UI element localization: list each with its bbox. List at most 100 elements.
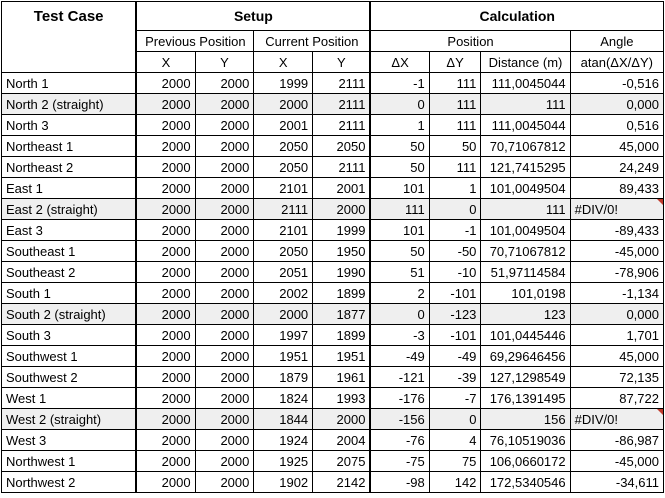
angle-cell[interactable]: -86,987 (569, 429, 665, 451)
delta-y-cell[interactable]: 111 (428, 93, 482, 115)
prev-y-cell[interactable]: 2000 (194, 450, 255, 472)
atan-header[interactable]: atan(ΔX/ΔY) (569, 51, 665, 73)
distance-cell[interactable]: 111,0045044 (480, 72, 571, 94)
curr-x-cell[interactable]: 1902 (253, 471, 314, 493)
delta-y-cell[interactable]: -49 (428, 345, 482, 367)
curr-y-cell[interactable]: 1999 (312, 219, 372, 241)
delta-x-cell[interactable]: -76 (369, 429, 430, 451)
test-case-cell[interactable]: North 2 (straight) (1, 93, 138, 115)
delta-x-header[interactable]: ΔX (369, 51, 430, 73)
distance-cell[interactable]: 111 (480, 198, 571, 220)
distance-cell[interactable]: 101,0049504 (480, 219, 571, 241)
distance-cell[interactable]: 70,71067812 (480, 135, 571, 157)
distance-cell[interactable]: 51,97114584 (480, 261, 571, 283)
angle-cell[interactable]: 0,516 (569, 114, 665, 136)
angle-cell[interactable]: 89,433 (569, 177, 665, 199)
prev-x-cell[interactable]: 2000 (135, 240, 196, 262)
curr-y-cell[interactable]: 1990 (312, 261, 372, 283)
curr-y-cell[interactable]: 2142 (312, 471, 372, 493)
angle-cell[interactable]: 45,000 (569, 135, 665, 157)
delta-x-cell[interactable]: 51 (369, 261, 430, 283)
test-case-cell[interactable]: South 3 (1, 324, 138, 346)
delta-x-cell[interactable]: 1 (369, 114, 430, 136)
curr-x-cell[interactable]: 1924 (253, 429, 314, 451)
test-case-cell[interactable]: South 2 (straight) (1, 303, 138, 325)
distance-cell[interactable]: 76,10519036 (480, 429, 571, 451)
previous-position-header[interactable]: Previous Position (135, 30, 255, 52)
curr-x-cell[interactable]: 1824 (253, 387, 314, 409)
angle-header[interactable]: Angle (569, 30, 665, 52)
prev-y-cell[interactable]: 2000 (194, 219, 255, 241)
delta-x-cell[interactable]: -1 (369, 72, 430, 94)
curr-y-cell[interactable]: 1899 (312, 282, 372, 304)
test-case-cell[interactable]: Northwest 2 (1, 471, 138, 493)
test-case-cell[interactable]: Southeast 1 (1, 240, 138, 262)
curr-x-cell[interactable]: 2000 (253, 93, 314, 115)
delta-x-cell[interactable]: 111 (369, 198, 430, 220)
distance-cell[interactable]: 101,0049504 (480, 177, 571, 199)
delta-x-cell[interactable]: 0 (369, 93, 430, 115)
delta-x-cell[interactable]: 50 (369, 135, 430, 157)
distance-cell[interactable]: 101,0198 (480, 282, 571, 304)
delta-y-cell[interactable]: -50 (428, 240, 482, 262)
delta-y-header[interactable]: ΔY (428, 51, 482, 73)
delta-y-cell[interactable]: 111 (428, 156, 482, 178)
curr-y-cell[interactable]: 1951 (312, 345, 372, 367)
angle-cell[interactable]: 72,135 (569, 366, 665, 388)
prev-x-cell[interactable]: 2000 (135, 282, 196, 304)
test-case-cell[interactable]: Southwest 2 (1, 366, 138, 388)
test-case-cell[interactable]: Northwest 1 (1, 450, 138, 472)
distance-cell[interactable]: 127,1298549 (480, 366, 571, 388)
curr-x-cell[interactable]: 1844 (253, 408, 314, 430)
delta-x-cell[interactable]: 50 (369, 156, 430, 178)
delta-y-cell[interactable]: -123 (428, 303, 482, 325)
curr-x-cell[interactable]: 2050 (253, 240, 314, 262)
curr-y-cell[interactable]: 1899 (312, 324, 372, 346)
prev-x-cell[interactable]: 2000 (135, 366, 196, 388)
angle-cell[interactable]: -78,906 (569, 261, 665, 283)
curr-y-cell[interactable]: 2111 (312, 72, 372, 94)
delta-x-cell[interactable]: -3 (369, 324, 430, 346)
delta-y-cell[interactable]: 4 (428, 429, 482, 451)
curr-x-cell[interactable]: 1925 (253, 450, 314, 472)
curr-y-cell[interactable]: 2111 (312, 93, 372, 115)
curr-y-cell[interactable]: 1877 (312, 303, 372, 325)
prev-x-cell[interactable]: 2000 (135, 387, 196, 409)
distance-header[interactable]: Distance (m) (480, 51, 571, 73)
delta-x-cell[interactable]: -98 (369, 471, 430, 493)
prev-x-cell[interactable]: 2000 (135, 177, 196, 199)
delta-y-cell[interactable]: 142 (428, 471, 482, 493)
prev-x-cell[interactable]: 2000 (135, 261, 196, 283)
distance-cell[interactable]: 111 (480, 93, 571, 115)
delta-x-cell[interactable]: -176 (369, 387, 430, 409)
delta-y-cell[interactable]: 111 (428, 72, 482, 94)
curr-x-cell[interactable]: 1997 (253, 324, 314, 346)
distance-cell[interactable]: 69,29646456 (480, 345, 571, 367)
distance-cell[interactable]: 101,0445446 (480, 324, 571, 346)
test-case-cell[interactable]: East 1 (1, 177, 138, 199)
setup-header[interactable]: Setup (135, 1, 372, 31)
prev-y-cell[interactable]: 2000 (194, 177, 255, 199)
current-position-header[interactable]: Current Position (253, 30, 372, 52)
curr-x-cell[interactable]: 2111 (253, 198, 314, 220)
prev-x-cell[interactable]: 2000 (135, 429, 196, 451)
delta-y-cell[interactable]: -39 (428, 366, 482, 388)
test-case-cell[interactable]: Northeast 2 (1, 156, 138, 178)
prev-y-cell[interactable]: 2000 (194, 324, 255, 346)
curr-y-cell[interactable]: 2000 (312, 198, 372, 220)
test-case-header[interactable]: Test Case (1, 1, 138, 73)
delta-y-cell[interactable]: -7 (428, 387, 482, 409)
delta-x-cell[interactable]: 101 (369, 177, 430, 199)
delta-y-cell[interactable]: 0 (428, 198, 482, 220)
curr-y-cell[interactable]: 2111 (312, 156, 372, 178)
curr-y-cell[interactable]: 1950 (312, 240, 372, 262)
prev-x-cell[interactable]: 2000 (135, 450, 196, 472)
calculation-header[interactable]: Calculation (369, 1, 665, 31)
curr-x-header[interactable]: X (253, 51, 314, 73)
test-case-cell[interactable]: East 3 (1, 219, 138, 241)
prev-x-cell[interactable]: 2000 (135, 72, 196, 94)
curr-y-cell[interactable]: 1993 (312, 387, 372, 409)
angle-cell[interactable]: 24,249 (569, 156, 665, 178)
prev-y-cell[interactable]: 2000 (194, 93, 255, 115)
prev-y-cell[interactable]: 2000 (194, 72, 255, 94)
